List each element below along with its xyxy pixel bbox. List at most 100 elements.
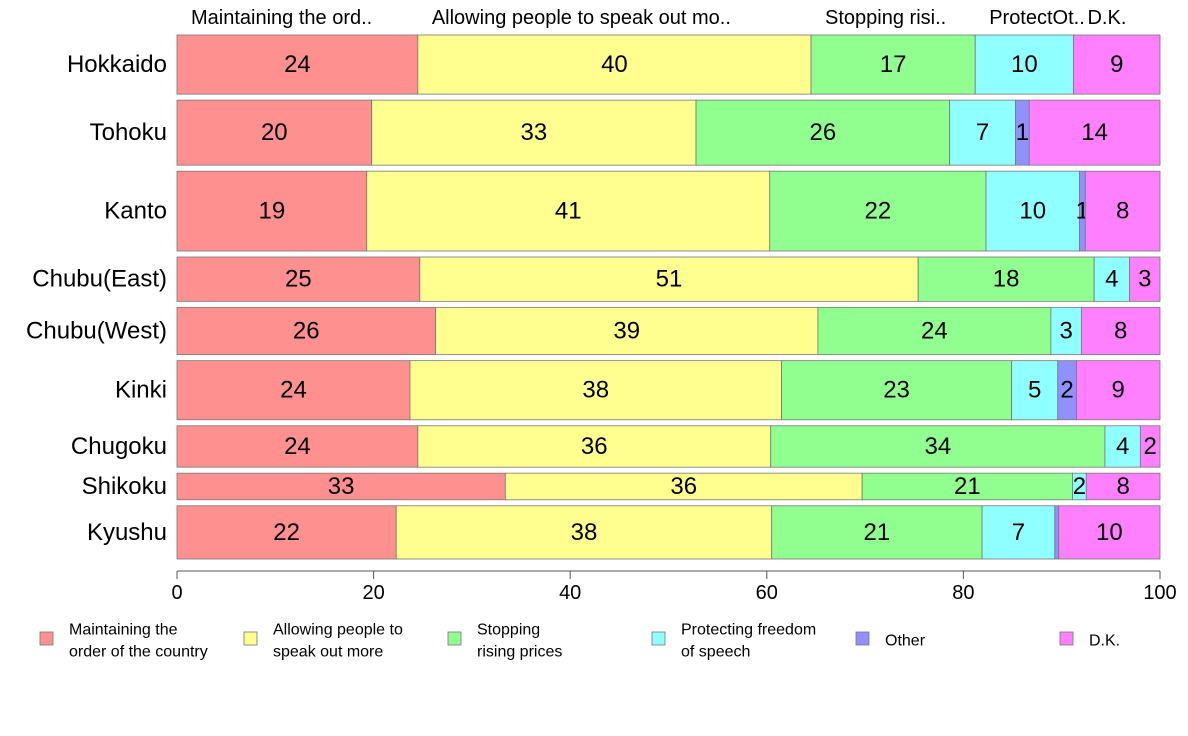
x-tick-label: 40 — [559, 582, 581, 604]
data-label: 36 — [581, 433, 608, 460]
data-label: 4 — [1105, 266, 1118, 293]
bar-segment-allowing-people-to-speak-out-more — [419, 256, 919, 302]
row-hokkaido: Hokkaido 24 40 17 10 9 — [67, 34, 1161, 95]
data-label: 33 — [328, 473, 355, 500]
bar-segment-d-k — [1076, 360, 1161, 421]
bar-segment-stopping-rising-prices — [769, 170, 987, 252]
bar-segment-allowing-people-to-speak-out-more — [371, 99, 697, 166]
bar-segment-maintaining-the-order-of-the-country — [176, 99, 373, 166]
bar-segment-maintaining-the-order-of-the-country — [176, 170, 368, 252]
x-tick-label: 20 — [362, 582, 384, 604]
row-chubu-east: Chubu(East) 25 51 18 4 3 — [32, 256, 1161, 302]
bar-segment-stopping-rising-prices — [770, 425, 1106, 468]
data-label: 22 — [273, 519, 300, 546]
data-label: 9 — [1110, 51, 1123, 78]
data-label: 24 — [280, 377, 307, 404]
data-label: 41 — [555, 198, 582, 225]
legend-swatch — [855, 631, 870, 646]
series-header-label: Maintaining the ord.. — [191, 7, 372, 29]
data-label: 22 — [865, 198, 892, 225]
bar-segment-maintaining-the-order-of-the-country — [176, 505, 397, 560]
data-label: 10 — [1096, 519, 1123, 546]
bar-segment-protecting-freedom-of-speech — [949, 99, 1016, 166]
legend-label: speak out more — [273, 644, 383, 661]
row-label: Chugoku — [71, 433, 167, 460]
data-label: 24 — [284, 433, 311, 460]
data-label: 9 — [1112, 377, 1125, 404]
legend-swatch — [651, 631, 666, 646]
data-label: 26 — [293, 318, 320, 345]
data-label: 20 — [261, 119, 288, 146]
data-label: 7 — [1012, 519, 1025, 546]
bar-segment-allowing-people-to-speak-out-more — [417, 34, 812, 95]
bar-segment-stopping-rising-prices — [810, 34, 976, 95]
row-label: Tohoku — [90, 119, 167, 146]
data-label: 24 — [284, 51, 311, 78]
bar-segment-maintaining-the-order-of-the-country — [176, 306, 436, 356]
bar-segment-maintaining-the-order-of-the-country — [176, 425, 419, 468]
x-axis: 0 20 40 60 80 100 — [171, 570, 1177, 604]
data-label: 34 — [924, 433, 951, 460]
row-chubu-west: Chubu(West) 26 39 24 3 8 — [26, 306, 1161, 356]
row-label: Chubu(West) — [26, 318, 167, 345]
bar-segment-d-k — [1129, 256, 1161, 302]
legend-item-stopping-rising-prices: Stopping rising prices — [447, 622, 562, 661]
series-header-label: D.K. — [1087, 7, 1126, 29]
row-label: Kanto — [104, 198, 167, 225]
data-label: 17 — [880, 51, 907, 78]
legend-label: Other — [885, 633, 926, 650]
bar-segment-stopping-rising-prices — [695, 99, 951, 166]
data-label: 7 — [976, 119, 989, 146]
data-label: 4 — [1116, 433, 1129, 460]
bar-segment-maintaining-the-order-of-the-country — [176, 360, 411, 421]
series-header-label: Allowing people to speak out mo.. — [432, 7, 731, 29]
x-tick-label: 100 — [1143, 582, 1176, 604]
legend-swatch — [39, 631, 54, 646]
data-label: 25 — [285, 266, 312, 293]
bar-segment-allowing-people-to-speak-out-more — [395, 505, 773, 560]
data-label: 38 — [582, 377, 609, 404]
bar-segment-protecting-freedom-of-speech — [985, 170, 1080, 252]
series-header-labels: Maintaining the ord.. Allowing people to … — [191, 7, 1126, 29]
bar-segment-d-k — [1084, 170, 1161, 252]
row-kyushu: Kyushu 22 38 21 7 10 — [87, 505, 1161, 560]
row-kinki: Kinki 24 38 23 5 2 9 — [115, 360, 1161, 421]
data-label: 18 — [993, 266, 1020, 293]
legend-label: Stopping — [477, 622, 540, 639]
data-label: 26 — [809, 119, 836, 146]
row-label: Kinki — [115, 377, 167, 404]
bar-segment-d-k — [1028, 99, 1161, 166]
legend-item-maintaining-the-order-of-the-country: Maintaining the order of the country — [39, 622, 208, 661]
bar-segment-d-k — [1080, 306, 1161, 356]
data-label: 19 — [259, 198, 286, 225]
x-tick-label: 60 — [756, 582, 778, 604]
data-label: 2 — [1143, 433, 1156, 460]
legend: Maintaining the order of the country Allow… — [39, 622, 1120, 661]
data-label: 24 — [921, 318, 948, 345]
bar-segment-allowing-people-to-speak-out-more — [504, 472, 863, 501]
data-label: 40 — [601, 51, 628, 78]
bar-segment-protecting-freedom-of-speech — [974, 34, 1074, 95]
data-label: 21 — [954, 473, 981, 500]
legend-item-d-k: D.K. — [1059, 631, 1120, 650]
data-label: 8 — [1114, 318, 1127, 345]
data-label: 3 — [1138, 266, 1151, 293]
row-label: Chubu(East) — [32, 266, 167, 293]
legend-label: D.K. — [1089, 633, 1120, 650]
data-label: 33 — [520, 119, 547, 146]
data-label: 8 — [1116, 473, 1129, 500]
legend-item-protecting-freedom-of-speech: Protecting freedom of speech — [651, 622, 816, 661]
x-tick-label: 80 — [952, 582, 974, 604]
bar-segment-protecting-freedom-of-speech — [1093, 256, 1130, 302]
bar-segment-stopping-rising-prices — [771, 505, 983, 560]
bar-segment-other — [1054, 505, 1060, 560]
legend-swatch — [1059, 631, 1074, 646]
row-label: Hokkaido — [67, 51, 167, 78]
row-chugoku: Chugoku 24 36 34 4 2 — [71, 425, 1161, 468]
bar-segment-maintaining-the-order-of-the-country — [176, 34, 419, 95]
bar-segment-protecting-freedom-of-speech — [1011, 360, 1059, 421]
bar-segment-d-k — [1058, 505, 1161, 560]
bar-segment-maintaining-the-order-of-the-country — [176, 256, 421, 302]
data-label: 14 — [1081, 119, 1108, 146]
